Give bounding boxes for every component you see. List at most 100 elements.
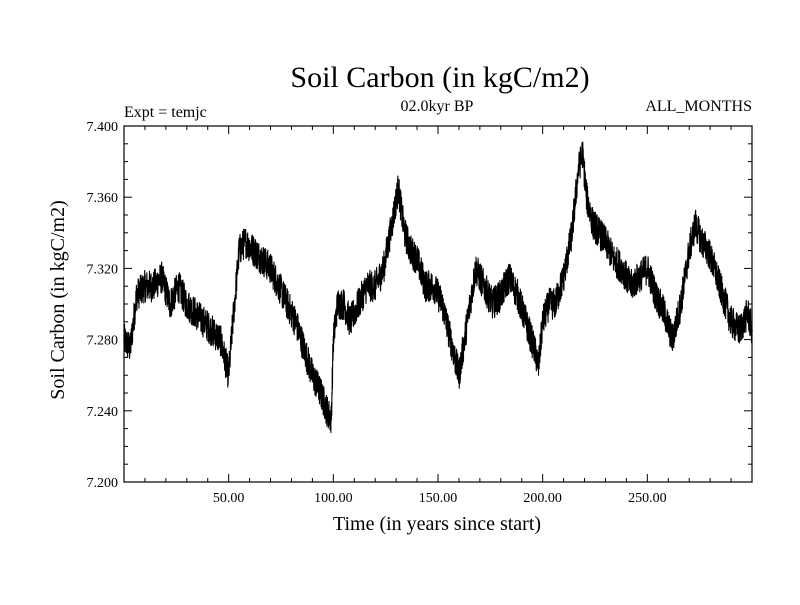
data-point: [135, 294, 138, 296]
chart-title: Soil Carbon (in kgC/m2): [290, 61, 589, 94]
data-point: [680, 303, 682, 305]
data-point: [144, 285, 146, 288]
x-tick-label: 150.00: [419, 491, 458, 506]
data-point: [186, 303, 188, 305]
data-point: [541, 321, 544, 323]
data-point: [177, 285, 180, 288]
x-axis-label: Time (in years since start): [333, 513, 541, 535]
data-point: [382, 267, 385, 270]
data-point: [604, 240, 607, 243]
data-point: [730, 321, 732, 323]
data-point: [129, 347, 132, 350]
data-point: [533, 347, 536, 350]
series-line: [123, 141, 753, 434]
data-point: [349, 321, 351, 323]
data-point: [152, 285, 155, 288]
data-point: [713, 267, 716, 270]
y-tick-label: 7.280: [87, 334, 119, 349]
x-tick-label: 50.00: [213, 491, 245, 506]
series-layer: [123, 141, 753, 434]
data-point: [403, 232, 406, 234]
data-point: [577, 169, 580, 172]
y-tick-label: 7.200: [87, 476, 119, 491]
data-point: [646, 267, 649, 270]
data-point: [416, 258, 418, 261]
data-point: [261, 258, 263, 261]
x-ticks: 50.00 100.00 150.00 200.00 250.00: [144, 126, 732, 506]
data-point: [449, 338, 452, 341]
data-point: [525, 321, 527, 323]
data-point: [474, 267, 477, 270]
data-point: [169, 303, 171, 305]
data-point: [629, 285, 632, 288]
data-point: [123, 338, 125, 341]
data-point: [537, 365, 540, 368]
data-point: [483, 285, 485, 288]
y-tick-label: 7.400: [87, 120, 119, 135]
x-tick-label: 200.00: [523, 491, 562, 506]
data-point: [160, 276, 163, 279]
data-point: [238, 249, 240, 252]
data-point: [343, 303, 345, 305]
data-point: [562, 276, 565, 279]
data-point: [516, 294, 519, 296]
data-point: [244, 240, 247, 243]
data-point: [336, 303, 339, 305]
data-point: [694, 223, 697, 225]
data-point: [303, 347, 305, 350]
data-point: [571, 232, 573, 234]
data-point: [638, 276, 640, 279]
data-point: [458, 374, 460, 377]
data-point: [466, 321, 469, 323]
data-point: [311, 374, 314, 377]
data-point: [269, 267, 272, 270]
data-point: [366, 285, 368, 288]
x-tick-label: 250.00: [628, 491, 667, 506]
data-point: [286, 303, 289, 305]
data-point: [357, 303, 360, 305]
data-point: [688, 249, 690, 252]
data-point: [554, 303, 557, 305]
data-point: [332, 338, 335, 341]
data-point: [721, 294, 724, 296]
y-axis-label: Soil Carbon (in kgC/m2): [47, 200, 69, 399]
y-ticks: 7.200 7.240 7.280 7.320 7.360 7.400: [87, 120, 752, 491]
data-point: [671, 338, 674, 341]
data-point: [598, 232, 600, 234]
data-point: [751, 329, 753, 332]
data-point: [585, 196, 588, 198]
data-point: [491, 303, 494, 305]
y-tick-label: 7.320: [87, 262, 119, 277]
data-point: [194, 312, 196, 314]
data-point: [391, 223, 393, 225]
data-point: [278, 285, 280, 288]
months-label: ALL_MONTHS: [645, 98, 752, 115]
data-point: [738, 329, 741, 332]
data-point: [319, 392, 322, 394]
data-point: [548, 303, 550, 305]
data-point: [700, 240, 703, 243]
data-point: [663, 312, 665, 314]
data-point: [424, 285, 427, 288]
data-point: [581, 151, 584, 154]
data-point: [433, 285, 435, 288]
data-point: [613, 258, 615, 261]
data-point: [202, 321, 205, 323]
data-point: [747, 312, 749, 314]
data-point: [252, 249, 255, 252]
data-point: [409, 249, 412, 252]
data-point: [232, 321, 234, 323]
data-point: [294, 321, 297, 323]
data-point: [326, 410, 328, 412]
data-point: [500, 294, 502, 296]
data-point: [219, 338, 222, 341]
data-point: [330, 418, 333, 421]
data-point: [397, 187, 400, 190]
data-point: [592, 223, 594, 225]
data-point: [654, 294, 657, 296]
data-point: [374, 285, 377, 288]
chart-subtitle: 02.0kyr BP: [401, 98, 474, 115]
data-point: [621, 267, 624, 270]
